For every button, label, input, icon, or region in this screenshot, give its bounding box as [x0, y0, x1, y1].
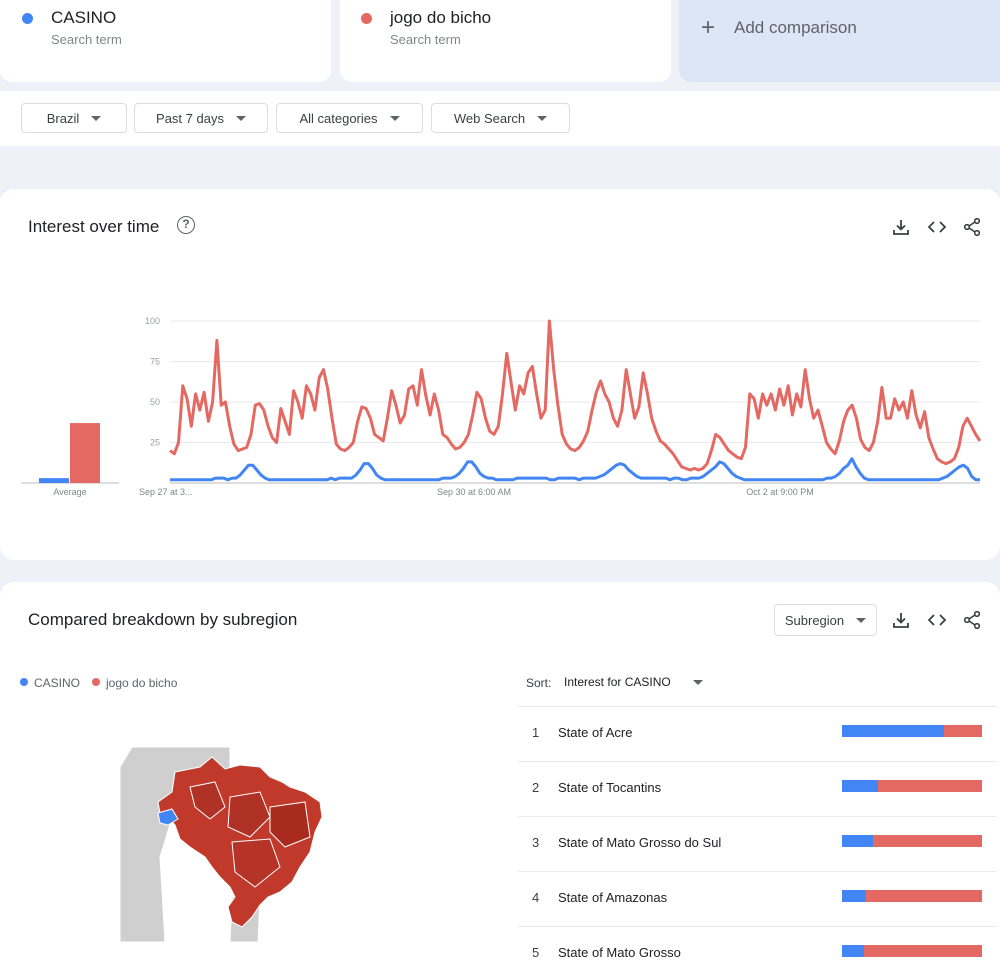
row-rank: 2 [532, 780, 540, 795]
caret-down-icon [537, 115, 548, 121]
subregion-row[interactable]: 5 State of Mato Grosso [518, 926, 997, 969]
casino-share-bar [842, 945, 865, 957]
add-comparison-button[interactable]: + Add comparison [679, 0, 1000, 82]
y-tick-label: 100 [145, 316, 160, 326]
search-term-name[interactable]: CASINO [51, 8, 117, 27]
share-icon[interactable] [962, 610, 982, 630]
average-bar-casino[interactable] [39, 478, 69, 483]
sort-label: Sort: [526, 676, 552, 690]
row-rank: 4 [532, 890, 540, 905]
series-line-jogo-do-bicho[interactable] [169, 319, 982, 472]
casino-share-bar [842, 835, 873, 847]
x-tick-label: Sep 27 at 3... [139, 487, 193, 497]
brazil-map[interactable] [120, 747, 325, 942]
help-icon[interactable]: ? [177, 216, 195, 234]
map-state-region[interactable] [189, 781, 226, 820]
caret-down-icon[interactable] [693, 680, 703, 685]
row-rank: 1 [532, 725, 540, 740]
embed-icon[interactable] [927, 217, 947, 237]
jogo-share-bar [865, 890, 982, 902]
add-comparison-label: Add comparison [734, 18, 857, 37]
filter-bar: Brazil Past 7 days All categories Web Se… [0, 91, 1000, 146]
chart-gridlines: 25 50 75 100 [145, 316, 980, 484]
sort-dropdown[interactable]: Interest for CASINO [564, 675, 671, 689]
caret-down-icon [856, 617, 867, 623]
category-filter[interactable]: All categories [276, 103, 423, 133]
subregion-breakdown-title: Compared breakdown by subregion [28, 610, 298, 629]
subregion-breakdown-card: Compared breakdown by subregion Subregio… [0, 582, 1000, 969]
comparison-bar [842, 835, 982, 847]
caret-down-icon [91, 115, 102, 121]
casino-share-bar [842, 890, 866, 902]
legend-item-jogo-do-bicho: jogo do bicho [92, 676, 177, 690]
map-state-region[interactable] [227, 791, 271, 838]
download-icon[interactable] [891, 217, 911, 237]
share-icon[interactable] [962, 217, 982, 237]
subregion-row[interactable]: 3 State of Mato Grosso do Sul [518, 816, 997, 871]
search-term-subtitle: Search term [51, 32, 122, 47]
interest-over-time-card: Interest over time ? Average 25 50 75 100 S… [0, 189, 1000, 560]
series-line-casino[interactable] [170, 457, 980, 482]
row-region-name: State of Tocantins [558, 780, 662, 795]
jogo-share-bar [864, 945, 982, 957]
time-range-filter[interactable]: Past 7 days [134, 103, 268, 133]
time-range-filter-label: Past 7 days [156, 110, 224, 126]
y-tick-label: 50 [150, 397, 160, 407]
interest-over-time-title: Interest over time [28, 217, 160, 236]
caret-down-icon [235, 115, 246, 121]
subregion-select-label: Subregion [784, 612, 845, 628]
row-rank: 5 [532, 945, 540, 960]
search-term-card-casino[interactable]: CASINO Search term [0, 0, 331, 82]
subregion-row[interactable]: 4 State of Amazonas [518, 871, 997, 926]
y-tick-label: 75 [150, 357, 160, 367]
region-filter[interactable]: Brazil [21, 103, 127, 133]
average-bars: Average [21, 423, 119, 497]
search-term-subtitle: Search term [390, 32, 461, 47]
x-tick-label: Sep 30 at 6:00 AM [437, 487, 511, 497]
search-term-name[interactable]: jogo do bicho [390, 8, 492, 27]
comparison-bar [842, 725, 982, 737]
subregion-select[interactable]: Subregion [774, 604, 877, 636]
casino-share-bar [842, 780, 879, 792]
row-region-name: State of Amazonas [558, 890, 668, 905]
plus-icon: + [701, 14, 716, 41]
casino-share-bar [842, 725, 945, 737]
comparison-bar [842, 780, 982, 792]
region-filter-label: Brazil [46, 110, 80, 126]
y-tick-label: 25 [150, 438, 160, 448]
subregion-row[interactable]: 2 State of Tocantins [518, 761, 997, 816]
row-rank: 3 [532, 835, 540, 850]
map-legend: CASINO jogo do bicho [20, 676, 177, 690]
comparison-bar [842, 890, 982, 902]
map-neighbor-countries [120, 747, 231, 942]
jogo-share-bar [872, 835, 982, 847]
series-color-dot [22, 13, 33, 24]
average-label: Average [53, 487, 86, 497]
map-state-region[interactable] [231, 838, 281, 888]
legend-item-casino: CASINO [20, 676, 80, 690]
series-color-dot [361, 13, 372, 24]
jogo-share-bar [878, 780, 982, 792]
map-state-acre[interactable] [157, 808, 179, 826]
jogo-share-bar [944, 725, 982, 737]
comparison-bar [842, 945, 982, 957]
embed-icon[interactable] [927, 610, 947, 630]
row-region-name: State of Acre [558, 725, 633, 740]
map-state-region[interactable] [269, 801, 311, 848]
x-tick-label: Oct 2 at 9:00 PM [746, 487, 814, 497]
search-type-filter[interactable]: Web Search [431, 103, 570, 133]
caret-down-icon [389, 115, 400, 121]
interest-chart: Average 25 50 75 100 Sep 27 at 3... Sep 30 a… [21, 316, 982, 497]
subregion-row[interactable]: 1 State of Acre [518, 706, 997, 761]
chart-x-labels: Sep 27 at 3... Sep 30 at 6:00 AM Oct 2 at … [139, 487, 814, 497]
search-type-filter-label: Web Search [453, 110, 526, 126]
search-term-card-jogo-do-bicho[interactable]: jogo do bicho Search term [340, 0, 671, 82]
download-icon[interactable] [891, 610, 911, 630]
category-filter-label: All categories [299, 110, 378, 126]
row-region-name: State of Mato Grosso do Sul [558, 835, 722, 850]
chart-series [169, 319, 982, 482]
average-bar-jogo-do-bicho[interactable] [70, 423, 100, 483]
row-region-name: State of Mato Grosso [558, 945, 681, 960]
